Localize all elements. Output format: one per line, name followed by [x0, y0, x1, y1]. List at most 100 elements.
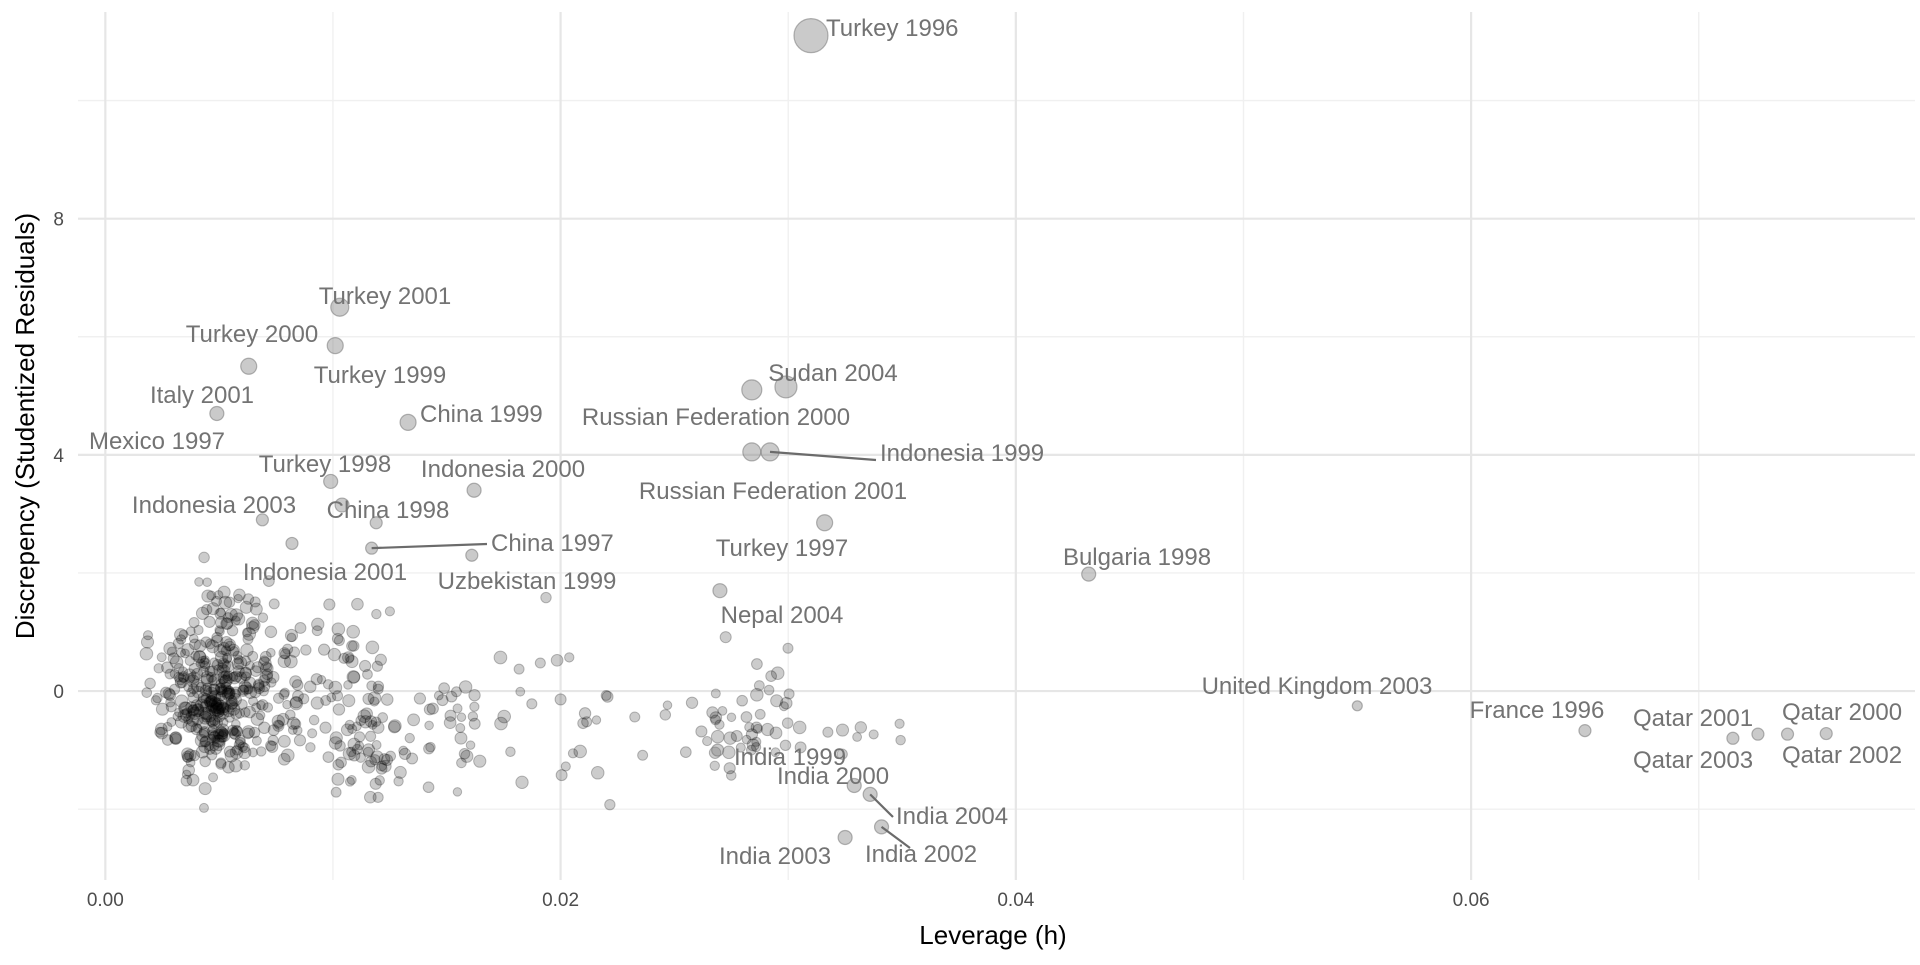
data-point	[198, 551, 210, 564]
data-point	[199, 755, 211, 768]
point-label: Qatar 2003	[1633, 747, 1753, 774]
data-point	[287, 725, 298, 735]
data-point	[233, 588, 246, 602]
y-tick-label: 4	[53, 446, 64, 467]
data-point	[177, 666, 189, 677]
data-point	[377, 712, 389, 723]
data-point	[248, 726, 261, 739]
data-point	[240, 681, 253, 695]
data-point	[233, 593, 243, 604]
data-point	[380, 693, 394, 706]
highlighted-point	[816, 514, 834, 532]
data-point	[212, 728, 225, 740]
data-point	[719, 631, 732, 644]
data-point	[346, 670, 361, 684]
data-point	[370, 716, 382, 727]
data-point	[206, 671, 217, 683]
data-point	[248, 747, 258, 758]
point-label: Russian Federation 2000	[582, 404, 850, 431]
data-point	[187, 691, 200, 704]
data-point	[221, 703, 232, 713]
data-point	[222, 761, 235, 774]
data-point	[494, 716, 508, 731]
data-point	[217, 659, 231, 673]
point-label: Qatar 2001	[1633, 705, 1753, 732]
data-point	[217, 673, 229, 685]
data-point	[185, 720, 198, 733]
data-point	[600, 689, 612, 701]
data-point	[229, 728, 242, 741]
data-point	[753, 680, 765, 692]
data-point	[272, 692, 285, 704]
data-point	[456, 757, 467, 769]
data-point	[425, 741, 436, 753]
data-point	[267, 724, 280, 737]
data-point	[344, 653, 355, 663]
highlighted-point	[1819, 726, 1833, 741]
data-point	[262, 575, 275, 587]
data-point	[222, 638, 237, 652]
highlighted-point	[712, 583, 728, 599]
data-point	[140, 635, 155, 649]
data-point	[266, 677, 277, 688]
data-point	[225, 694, 238, 707]
data-point	[534, 657, 546, 669]
data-point	[338, 652, 350, 664]
data-point	[744, 721, 755, 733]
data-point	[210, 634, 224, 648]
data-point	[233, 656, 248, 670]
data-point	[393, 776, 404, 787]
data-point	[206, 749, 218, 761]
data-point	[454, 731, 468, 745]
data-point	[746, 744, 757, 756]
data-point	[369, 777, 382, 790]
data-point	[343, 680, 353, 690]
data-point	[222, 652, 233, 664]
data-point	[195, 658, 206, 669]
data-point	[238, 667, 252, 681]
data-point	[234, 708, 245, 719]
data-point	[211, 631, 223, 644]
data-point	[239, 666, 252, 679]
highlighted-point	[334, 497, 350, 513]
highlighted-point	[1751, 727, 1765, 741]
data-point	[555, 769, 568, 782]
data-point	[322, 751, 335, 763]
data-point	[374, 653, 387, 666]
data-point	[334, 740, 346, 752]
data-point	[223, 745, 236, 758]
data-point	[187, 671, 201, 684]
data-point	[202, 686, 213, 696]
data-point	[277, 752, 291, 766]
data-point	[268, 598, 280, 610]
data-point	[212, 717, 224, 728]
data-point	[362, 743, 376, 757]
data-point	[224, 712, 235, 723]
data-point	[258, 680, 271, 693]
data-point	[456, 712, 467, 722]
data-point	[258, 656, 272, 671]
data-point	[192, 703, 205, 716]
data-point	[249, 596, 261, 608]
data-point	[226, 697, 239, 710]
data-point	[188, 662, 201, 675]
data-point	[217, 641, 231, 656]
data-point	[228, 692, 242, 707]
data-point	[208, 690, 222, 703]
data-point	[591, 715, 602, 725]
data-point	[513, 663, 525, 675]
data-point	[181, 750, 194, 763]
highlighted-point	[1578, 724, 1592, 738]
data-point	[229, 745, 244, 760]
data-point	[266, 740, 279, 754]
data-point	[340, 723, 354, 737]
data-point	[364, 730, 377, 742]
highlighted-point	[793, 18, 829, 54]
data-point	[186, 773, 200, 787]
data-point	[723, 762, 736, 775]
point-label: China 1997	[491, 530, 614, 557]
data-point	[272, 719, 285, 732]
data-point	[198, 727, 210, 739]
data-point	[193, 706, 205, 717]
data-point	[217, 585, 231, 599]
